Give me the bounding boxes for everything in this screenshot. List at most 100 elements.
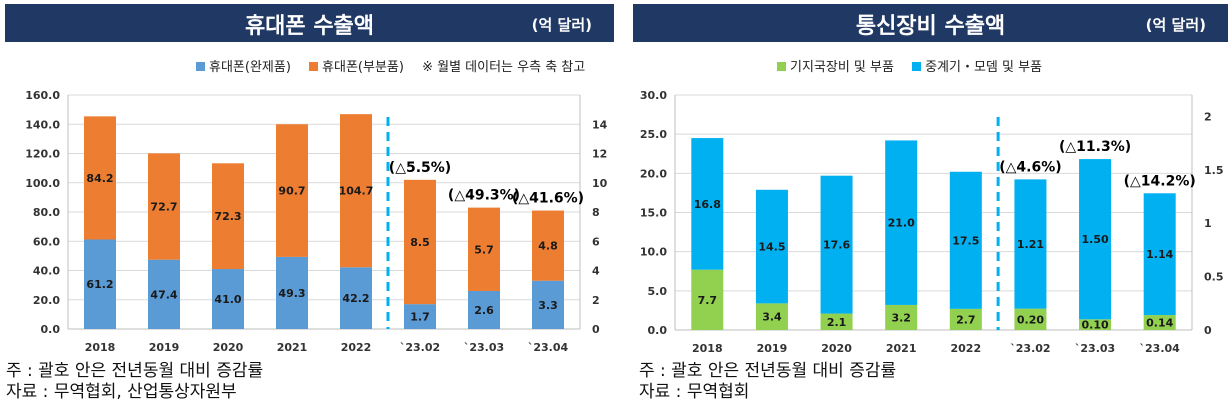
legend-item-phone-parts: 휴대폰(부분품) [309, 60, 404, 75]
right-footnote: 주 : 괄호 안은 전년동월 대비 증감률 자료 : 무역협회 [639, 361, 896, 403]
y-tick-label-left: 30.0 [640, 89, 667, 102]
y-tick-label-left: 0.0 [648, 324, 668, 337]
y-tick-label-right: 10 [592, 177, 608, 190]
y-tick-label-left: 0.0 [41, 323, 61, 336]
data-label: 8.5 [410, 236, 430, 249]
data-label: 49.3 [278, 287, 305, 300]
y-tick-label-left: 5.0 [648, 285, 668, 298]
y-tick-label-left: 80.0 [33, 206, 60, 219]
y-tick-label-right: 4 [592, 265, 600, 278]
bar-segment-top [468, 207, 500, 291]
legend-label-phone-parts: 휴대폰(부분품) [322, 60, 404, 75]
y-tick-label-left: 120.0 [25, 148, 60, 161]
y-tick-label-right: 0 [592, 323, 600, 336]
left-legend: 휴대폰(완제품) 휴대폰(부분품) ※ 월별 데이터는 우측 축 참고 [196, 56, 585, 75]
bar-segment-bottom [755, 303, 788, 330]
legend-item-base-station: 기지국장비 및 부품 [777, 60, 894, 75]
data-label: 4.8 [538, 240, 558, 253]
bar-segment-top [1014, 179, 1047, 309]
data-label: 3.4 [762, 311, 782, 324]
yoy-annotation: (△41.6%) [512, 191, 584, 207]
y-tick-label-left: 20.0 [33, 294, 60, 307]
legend-label-phone-complete: 휴대폰(완제품) [209, 60, 291, 75]
data-label: 90.7 [278, 185, 305, 198]
x-tick-label: `23.04 [528, 341, 569, 354]
data-label: 16.8 [694, 198, 721, 211]
yoy-annotation: (△5.5%) [389, 160, 451, 176]
data-label: 17.5 [952, 234, 979, 247]
y-tick-label-right: 12 [592, 148, 607, 161]
data-label: 0.10 [1081, 319, 1108, 332]
data-label: 1.50 [1081, 233, 1108, 246]
legend-swatch-orange [309, 62, 319, 71]
y-tick-label-right: 2 [592, 294, 600, 307]
data-label: 2.7 [956, 313, 976, 326]
right-footnote-1: 주 : 괄호 안은 전년동월 대비 증감률 [639, 361, 897, 381]
data-label: 0.20 [1017, 313, 1044, 326]
bar-segment-top [404, 179, 436, 305]
x-tick-label: 2019 [757, 342, 788, 355]
bar-segment-bottom [1143, 315, 1176, 330]
bar-segment-bottom [468, 290, 500, 329]
left-unit: (억 달러) [531, 16, 592, 34]
legend-label-base-station: 기지국장비 및 부품 [790, 60, 894, 75]
bar-segment-bottom [820, 313, 853, 330]
left-title: 휴대폰 수출액 [244, 14, 375, 39]
bar-segment-top [691, 138, 724, 270]
yoy-annotation: (△49.3%) [448, 188, 520, 204]
bar-segment-bottom [885, 304, 918, 330]
y-tick-label-right: 6 [592, 235, 600, 248]
y-tick-label-left: 40.0 [33, 265, 60, 278]
yoy-annotation: (△11.3%) [1059, 139, 1131, 155]
y-tick-label-left: 20.0 [640, 167, 667, 180]
data-label: 61.2 [86, 278, 113, 291]
bar-segment-top [148, 153, 180, 260]
data-label: 3.3 [538, 299, 558, 312]
data-label: 0.14 [1146, 317, 1173, 330]
bar-segment-bottom [340, 267, 372, 329]
right-header: 통신장비 수출액 (억 달러) [633, 4, 1228, 42]
yoy-annotation: (△14.2%) [1124, 173, 1196, 189]
right-legend: 기지국장비 및 부품 중계기・모뎀 및 부품 [777, 56, 1056, 75]
data-label: 1.14 [1146, 248, 1173, 261]
legend-swatch-blue [196, 62, 205, 71]
bar-segment-bottom [532, 280, 564, 329]
bar-segment-bottom [212, 269, 244, 329]
x-tick-label: `23.03 [1075, 342, 1115, 355]
x-tick-label: `23.02 [400, 341, 440, 354]
yoy-annotation: (△4.6%) [999, 159, 1061, 175]
bar-segment-top [820, 175, 853, 314]
bar-segment-bottom [148, 259, 180, 329]
legend-swatch-cyan [912, 62, 922, 71]
x-tick-label: 2021 [886, 342, 917, 355]
bar-segment-bottom [1079, 319, 1112, 330]
y-tick-label-left: 25.0 [640, 128, 667, 141]
bar-segment-top [532, 210, 564, 281]
x-tick-label: 2018 [85, 341, 116, 354]
bar-segment-bottom [691, 269, 724, 330]
y-tick-label-right: 1.5 [1204, 164, 1224, 177]
legend-item-phone-complete: 휴대폰(완제품) [196, 60, 291, 75]
x-tick-label: 2021 [277, 341, 308, 354]
left-chart: 0.0 20.0 40.0 60.0 80.0 100.0 120.0 140.0 160.0 0… [25, 89, 608, 354]
legend-note: ※ 월별 데이터는 우측 축 참고 [422, 60, 586, 75]
bar-segment-top [276, 124, 308, 257]
legend-swatch-green [777, 62, 786, 71]
right-panel: 통신장비 수출액 (억 달러) 기지국장비 및 부품 중계기・모뎀 및 부품 0… [615, 0, 1230, 412]
data-label: 17.6 [823, 239, 850, 252]
data-label: 21.0 [888, 217, 915, 230]
y-tick-label-right: 2 [1204, 110, 1212, 123]
y-tick-label-right: 0.5 [1204, 271, 1224, 284]
y-tick-label-left: 10.0 [640, 246, 667, 259]
data-label: 72.7 [150, 201, 177, 214]
data-label: 1.21 [1017, 238, 1044, 251]
bar-segment-top [340, 114, 372, 268]
bar-segment-top [1079, 159, 1112, 320]
bar-segment-bottom [276, 256, 308, 329]
y-tick-label-left: 100.0 [25, 177, 60, 190]
bar-segment-top [949, 171, 982, 309]
y-tick-label-right: 0 [1204, 324, 1212, 337]
x-tick-label: 2018 [692, 342, 723, 355]
bar-segment-top [755, 189, 788, 304]
data-label: 104.7 [339, 185, 374, 198]
